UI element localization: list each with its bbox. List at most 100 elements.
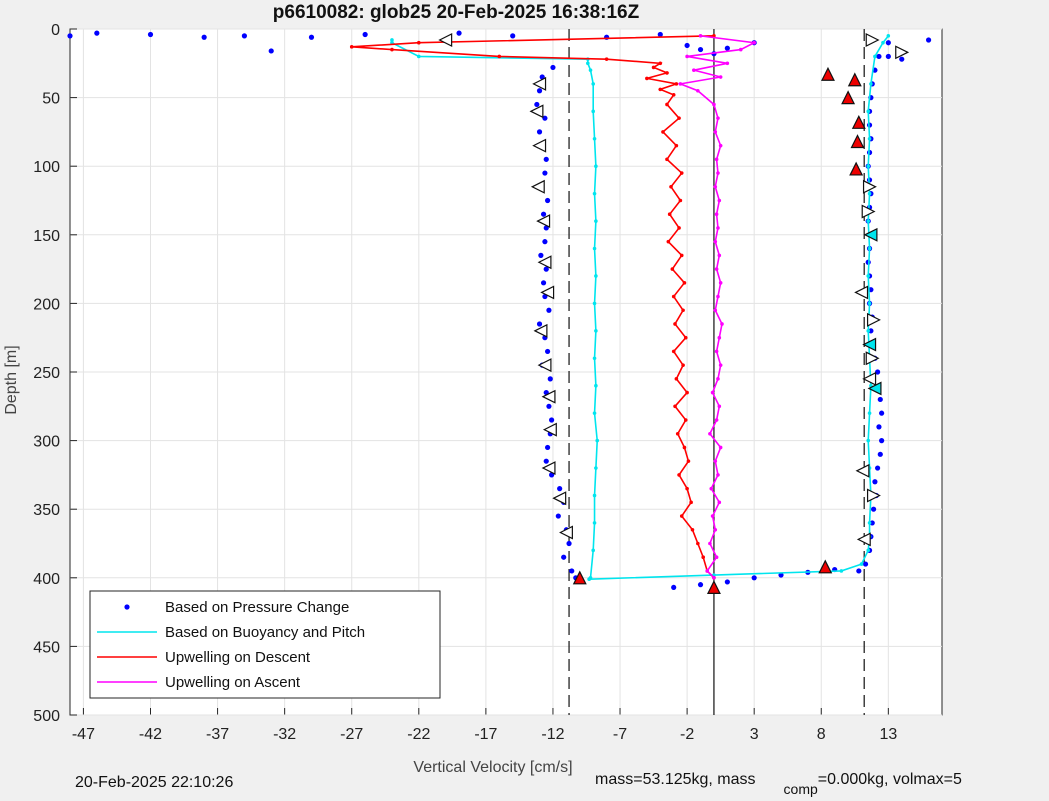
pressure-point xyxy=(868,328,874,334)
series-point xyxy=(696,88,700,93)
series-point xyxy=(679,171,684,175)
series-point xyxy=(686,459,691,463)
profile-marker xyxy=(855,463,870,478)
series-point xyxy=(708,431,712,436)
pressure-point xyxy=(536,321,543,327)
pressure-point xyxy=(697,582,704,588)
data-series xyxy=(67,30,932,591)
series-point xyxy=(710,514,715,518)
pressure-point xyxy=(872,479,878,485)
series-point xyxy=(645,76,649,81)
series-point xyxy=(665,102,669,107)
y-tick-label: 250 xyxy=(33,365,60,382)
series-point xyxy=(594,164,598,168)
profile-marker xyxy=(854,285,869,300)
series-point xyxy=(591,548,595,553)
series-point xyxy=(866,164,871,168)
series-point xyxy=(417,40,421,45)
reference-lines xyxy=(568,29,865,715)
series-point xyxy=(685,390,689,395)
series-point xyxy=(594,329,598,333)
series-point xyxy=(717,198,722,203)
x-axis-label: Vertical Velocity [cm/s] xyxy=(413,759,572,776)
series-point xyxy=(718,363,723,367)
pressure-point xyxy=(268,48,274,54)
series-point xyxy=(718,281,723,285)
series-point xyxy=(717,253,722,258)
series-point xyxy=(713,130,718,134)
pressure-point xyxy=(544,444,551,451)
series-point xyxy=(685,486,689,491)
series-point xyxy=(714,555,719,560)
pressure-point xyxy=(546,307,552,313)
series-point xyxy=(881,40,885,45)
profile-marker xyxy=(866,488,881,503)
series-point xyxy=(718,75,723,79)
series-point xyxy=(869,82,873,86)
profile-marker xyxy=(851,114,866,129)
series-point xyxy=(708,541,712,546)
profile-marker xyxy=(818,559,833,574)
series-point xyxy=(677,226,681,230)
series-point xyxy=(678,82,683,86)
series-point xyxy=(867,411,872,415)
series-point xyxy=(497,54,502,59)
x-tick-label: -12 xyxy=(541,726,564,743)
pressure-point xyxy=(546,403,552,409)
profile-marker xyxy=(866,312,881,327)
series-point xyxy=(592,493,597,498)
series-point xyxy=(667,212,672,217)
pressure-point xyxy=(856,568,862,574)
series-point xyxy=(866,548,871,553)
pressure-point xyxy=(862,561,869,567)
legend-entry: Based on Buoyancy and Pitch xyxy=(165,624,365,641)
y-tick-label: 150 xyxy=(33,228,60,245)
y-tick-label: 50 xyxy=(42,91,60,108)
x-tick-label: -47 xyxy=(72,726,95,743)
profile-marker xyxy=(542,422,557,437)
profile-marker xyxy=(572,570,587,585)
series-point xyxy=(717,335,722,340)
series-point xyxy=(886,34,891,38)
chart-title: p6610082: glob25 20-Feb-2025 16:38:16Z xyxy=(273,2,640,23)
series-point xyxy=(666,239,671,244)
pressure-point xyxy=(899,56,905,62)
pressure-point xyxy=(879,410,885,416)
pressure-point xyxy=(542,239,548,245)
series-point xyxy=(866,109,871,114)
series-point xyxy=(588,68,593,72)
series-point xyxy=(592,301,597,306)
footer-comp-subscript: comp xyxy=(783,781,818,797)
series-point xyxy=(674,82,679,86)
series-point xyxy=(661,130,665,134)
tick-labels: -47 -42 -37 -32 -27 -22 -17 -12 -7 -2 3 8 13 0 50 100 15… xyxy=(33,22,897,743)
y-tick-label: 350 xyxy=(33,502,60,519)
series-point xyxy=(674,143,679,148)
series-point xyxy=(592,411,597,415)
profile-marker xyxy=(540,285,555,300)
pressure-point xyxy=(875,369,881,375)
profile-marker xyxy=(706,580,721,595)
pressure-point xyxy=(751,575,757,581)
profile-markers xyxy=(438,33,910,595)
pressure-point xyxy=(724,45,730,51)
series-point xyxy=(390,47,394,52)
profile-marker xyxy=(559,525,573,540)
series-point xyxy=(716,171,720,175)
profile-marker xyxy=(532,76,547,91)
series-point xyxy=(669,184,673,189)
y-tick-label: 0 xyxy=(51,22,60,39)
series-point xyxy=(839,569,844,573)
series-point xyxy=(682,281,687,285)
series-point xyxy=(716,116,720,120)
series-point xyxy=(866,329,871,333)
x-tick-label: -37 xyxy=(206,726,229,743)
profile-marker xyxy=(862,337,877,352)
series-point xyxy=(717,404,722,409)
series-point xyxy=(712,102,716,107)
series-point xyxy=(718,143,723,148)
profile-marker xyxy=(532,138,547,153)
pressure-point xyxy=(555,513,561,519)
series-point xyxy=(690,527,695,532)
